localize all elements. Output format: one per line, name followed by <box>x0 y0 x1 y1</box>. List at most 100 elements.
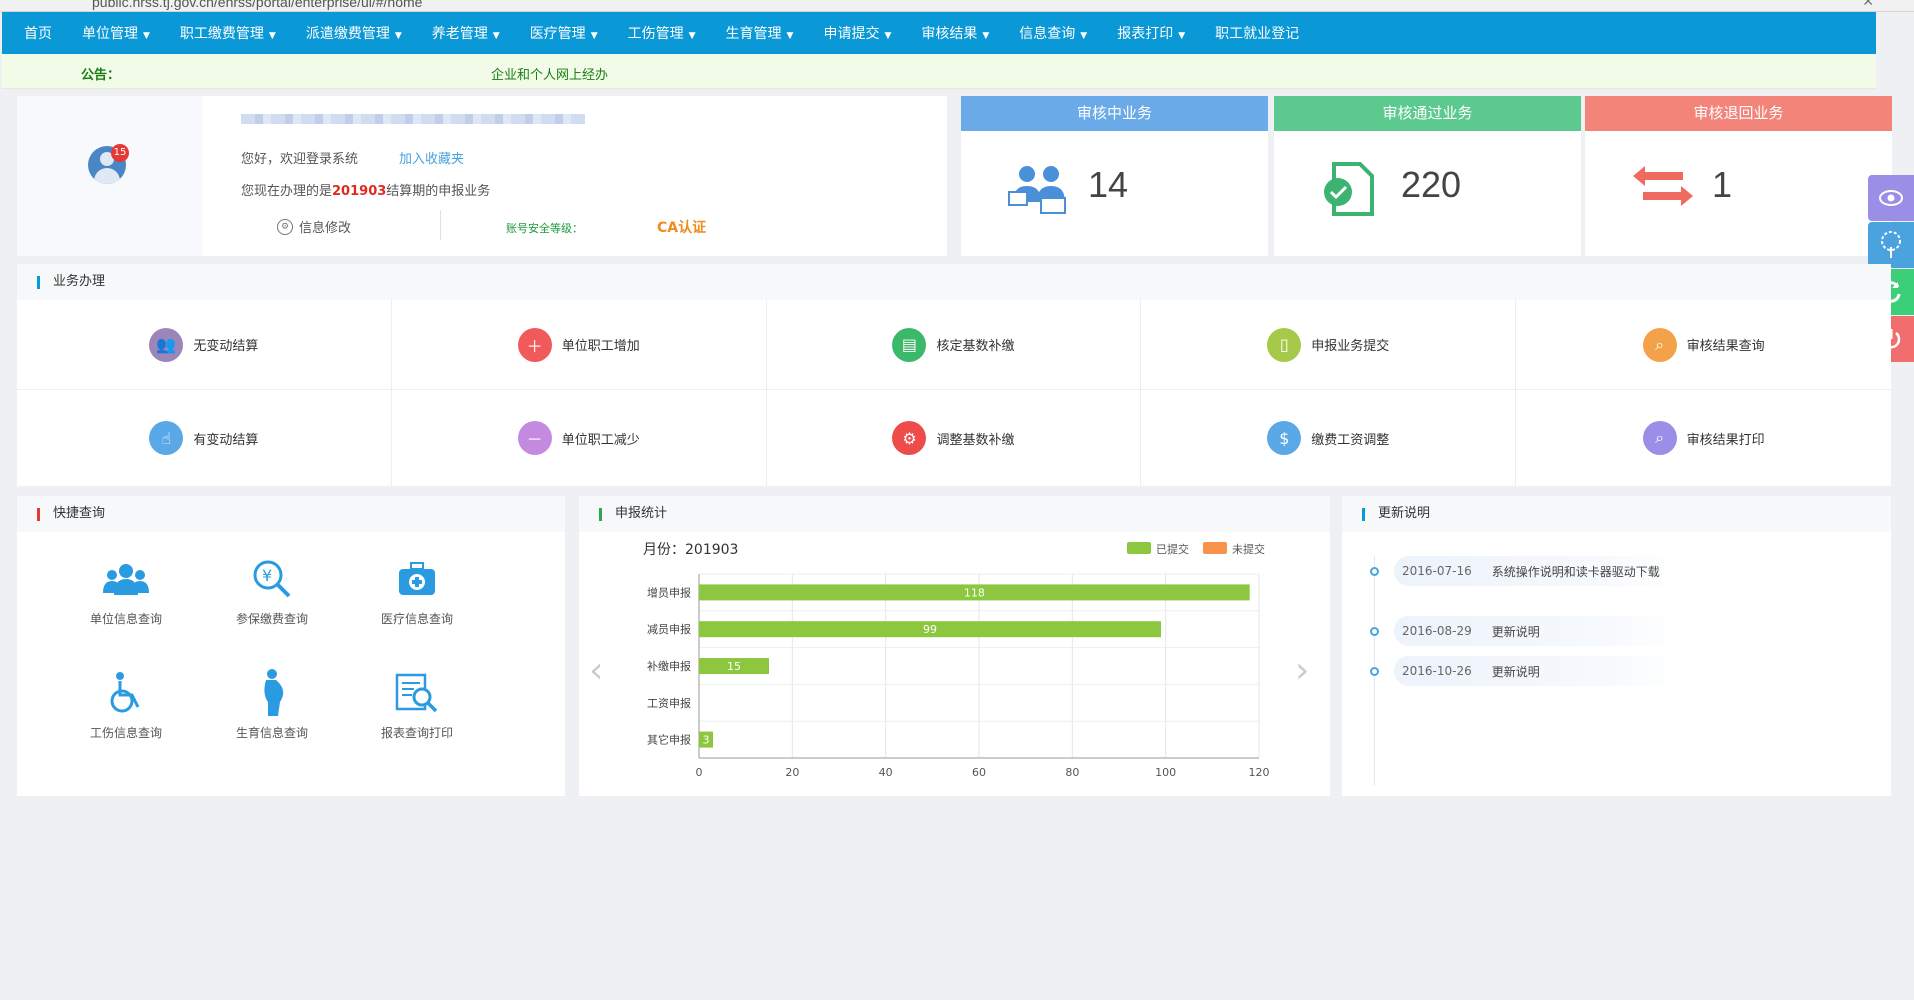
salary-icon: $ <box>1267 421 1302 455</box>
nav-item[interactable]: 医疗管理 ▼ <box>529 26 598 42</box>
search-icon: ⌕ <box>1642 327 1677 362</box>
quick-query-item[interactable]: 单位信息查询 <box>61 554 191 627</box>
nav-item[interactable]: 养老管理 ▼ <box>431 26 500 42</box>
chevron-down-icon: ▼ <box>268 31 276 41</box>
x-tick-label: 120 <box>1249 766 1270 779</box>
quick-query-panel: 快捷查询 单位信息查询 ¥ 参保缴费查询 医疗信息查询 工伤信息查询 生育信息查询 报表查询… <box>17 496 565 796</box>
timeline-dot <box>1370 667 1379 676</box>
bar <box>699 731 713 748</box>
x-tick-label: 40 <box>879 766 893 779</box>
chevron-down-icon: ▼ <box>1080 31 1088 41</box>
business-item-label: 单位职工减少 <box>561 432 640 448</box>
status-count: 14 <box>1088 164 1129 205</box>
legend-label: 未提交 <box>1232 542 1265 556</box>
chevron-down-icon: ▼ <box>884 31 892 41</box>
update-text: 更新说明 <box>1491 664 1540 679</box>
business-item[interactable]: ▯ 申报业务提交 <box>1141 300 1517 390</box>
svg-text:¥: ¥ <box>262 566 272 585</box>
user-avatar-panel: 15 <box>17 96 203 256</box>
month-label: 月份：201903 <box>643 542 738 558</box>
user-group-icon: 👥 <box>149 327 184 362</box>
nav-item[interactable]: 首页 <box>24 26 52 42</box>
business-item[interactable]: ⌕ 审核结果打印 <box>1516 390 1891 486</box>
nav-item[interactable]: 职工就业登记 <box>1215 26 1300 42</box>
quick-query-label: 报表查询打印 <box>380 726 453 740</box>
info-edit-link[interactable]: ⚙ 信息修改 <box>277 217 351 236</box>
chevron-down-icon: ▼ <box>786 31 794 41</box>
nav-item[interactable]: 生育管理 ▼ <box>725 26 794 42</box>
updates-panel: 更新说明 2016-07-16 系统操作说明和读卡器驱动下载 2016-08-29 更… <box>1342 496 1891 796</box>
chevron-down-icon: ▼ <box>143 31 150 41</box>
gear-icon: ⚙ <box>892 421 927 455</box>
quick-query-item[interactable]: 生育信息查询 <box>207 668 337 741</box>
section-header: 业务办理 <box>17 264 1891 300</box>
nav-item[interactable]: 申请提交 ▼ <box>823 26 892 42</box>
notice-text[interactable]: 企业和个人网上经办 <box>491 68 609 83</box>
nav-item[interactable]: 工伤管理 ▼ <box>627 26 696 42</box>
update-item[interactable]: 2016-08-29 更新说明 <box>1394 616 1684 646</box>
close-icon[interactable]: ✕ <box>1862 0 1874 10</box>
user-info-panel: 您好，欢迎登录系统 加入收藏夹 您现在办理的是201903结算期的申报业务 ⚙ 信… <box>203 96 947 256</box>
business-item-label: 核定基数补缴 <box>936 339 1015 354</box>
nav-item[interactable]: 单位管理 ▼ <box>82 26 150 42</box>
nav-item[interactable]: 信息查询 ▼ <box>1019 26 1088 42</box>
quick-query-item[interactable]: 报表查询打印 <box>352 668 482 741</box>
nav-item[interactable]: 职工缴费管理 ▼ <box>179 26 276 42</box>
nav-item[interactable]: 派遣缴费管理 ▼ <box>305 26 402 42</box>
quick-query-label: 生育信息查询 <box>235 726 308 740</box>
bar-data-label: 118 <box>964 586 985 599</box>
y-tick-label: 补缴申报 <box>647 659 691 673</box>
business-item[interactable]: ⚙ 调整基数补缴 <box>767 390 1142 486</box>
business-item[interactable]: － 单位职工减少 <box>392 390 767 486</box>
status-card-pending[interactable]: 审核中业务 14 <box>961 96 1268 256</box>
y-tick-label: 工资申报 <box>647 696 691 710</box>
ca-auth-link[interactable]: CA认证 <box>657 220 707 236</box>
quick-query-label: 医疗信息查询 <box>380 612 453 626</box>
report-search-icon <box>392 668 442 718</box>
timeline-dot <box>1370 627 1379 636</box>
quick-query-label: 参保缴费查询 <box>235 612 308 626</box>
legend-swatch <box>1203 542 1227 554</box>
users-icon <box>1008 166 1066 214</box>
address-bar[interactable]: public.hrss.tj.gov.cn/ehrss/portal/enter… <box>92 0 423 10</box>
y-tick-label: 增员申报 <box>647 585 691 599</box>
quick-query-item[interactable]: 工伤信息查询 <box>61 668 191 741</box>
add-favorite-link[interactable]: 加入收藏夹 <box>399 152 465 167</box>
message-badge: 15 <box>111 144 129 162</box>
business-item[interactable]: ⌕ 审核结果查询 <box>1516 300 1891 390</box>
id-card-icon: ▤ <box>892 327 927 362</box>
timeline-dot <box>1370 567 1379 576</box>
business-item[interactable]: ☝ 有变动结算 <box>17 390 392 486</box>
tree-icon[interactable] <box>1868 222 1914 268</box>
legend-label: 已提交 <box>1156 542 1189 556</box>
eye-icon[interactable] <box>1868 175 1914 221</box>
status-card-approved[interactable]: 审核通过业务 220 <box>1274 96 1581 256</box>
chevron-down-icon: ▼ <box>492 31 500 41</box>
nav-item[interactable]: 报表打印 ▼ <box>1117 26 1186 42</box>
update-item[interactable]: 2016-07-16 系统操作说明和读卡器驱动下载 <box>1394 556 1684 586</box>
quick-query-label: 单位信息查询 <box>89 612 162 626</box>
business-item-label: 单位职工增加 <box>561 339 640 354</box>
quick-query-item[interactable]: ¥ 参保缴费查询 <box>207 554 337 627</box>
quick-query-item[interactable]: 医疗信息查询 <box>352 554 482 627</box>
user-add-icon: ＋ <box>517 327 552 362</box>
chevron-down-icon: ▼ <box>590 31 598 41</box>
browser-bar: public.hrss.tj.gov.cn/ehrss/portal/enter… <box>0 0 1914 12</box>
business-item[interactable]: $ 缴费工资调整 <box>1141 390 1517 486</box>
update-date: 2016-10-26 <box>1402 664 1472 678</box>
business-item[interactable]: 👥 无变动结算 <box>17 300 392 390</box>
current-period-text: 您现在办理的是201903结算期的申报业务 <box>241 184 491 199</box>
return-arrows-icon <box>1633 166 1693 206</box>
y-tick-label: 减员申报 <box>647 622 691 636</box>
status-card-returned[interactable]: 审核退回业务 1 <box>1585 96 1892 256</box>
chevron-right-icon: › <box>1295 650 1309 691</box>
business-item[interactable]: ＋ 单位职工增加 <box>391 300 767 390</box>
divider <box>440 210 441 240</box>
nav-item[interactable]: 审核结果 ▼ <box>921 26 990 42</box>
update-text: 系统操作说明和读卡器驱动下载 <box>1491 564 1660 579</box>
update-date: 2016-07-16 <box>1402 564 1472 578</box>
organization-icon <box>101 554 151 604</box>
business-item[interactable]: ▤ 核定基数补缴 <box>766 300 1142 390</box>
status-title: 审核中业务 <box>961 96 1268 131</box>
update-item[interactable]: 2016-10-26 更新说明 <box>1394 656 1684 686</box>
